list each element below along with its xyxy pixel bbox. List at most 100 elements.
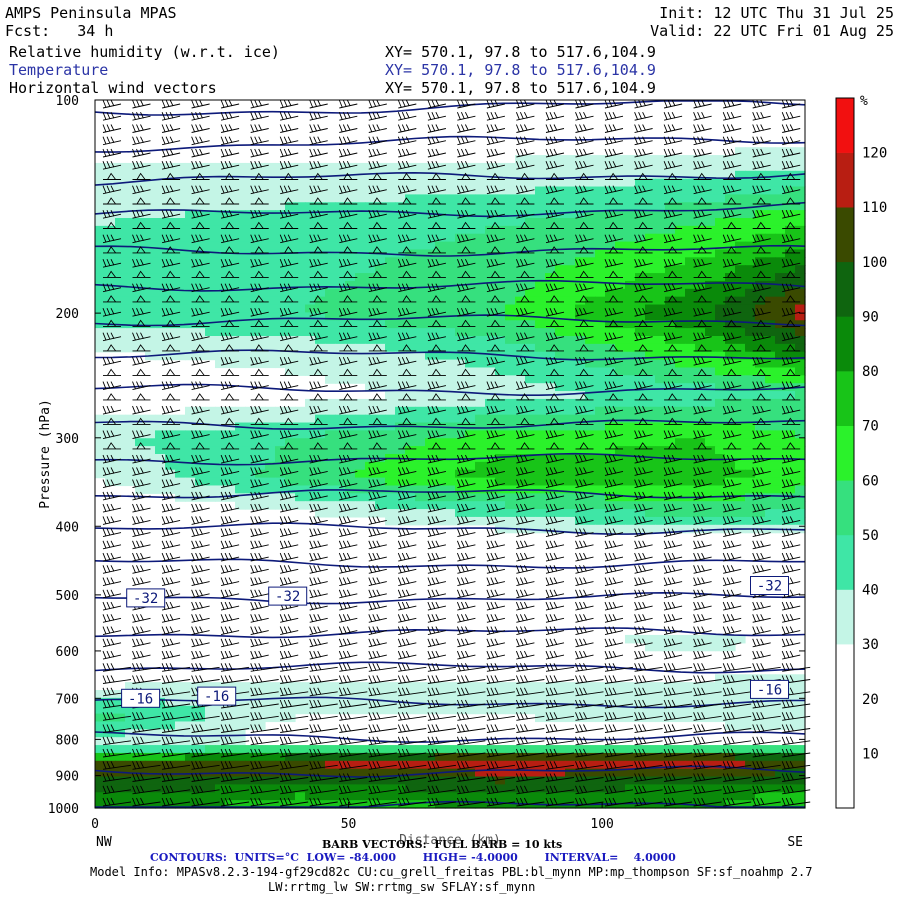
rh-cell [355,367,366,376]
rh-cell [395,485,406,494]
rh-cell [335,312,346,321]
wind-barb [309,308,328,317]
wind-barb [191,503,210,513]
rh-cell [175,162,186,172]
wind-barb [486,381,505,391]
rh-cell [765,162,776,172]
wind-barb [545,381,565,391]
wind-barb [604,148,624,158]
rh-cell [205,461,216,471]
rh-cell [255,414,266,424]
rh-cell [175,194,186,203]
rh-cell [225,713,236,723]
rh-cell [575,398,586,408]
rh-cell [215,713,226,723]
rh-cell [565,265,576,274]
rh-cell [185,296,196,306]
rh-cell [775,186,786,195]
rh-cell [515,249,526,258]
rh-cell [585,218,596,227]
rh-cell [225,430,236,439]
rh-cell [635,509,646,518]
wind-barb [781,210,801,219]
rh-cell [415,705,426,715]
rh-cell [795,257,806,266]
rh-cell [605,225,616,235]
rh-cell [575,446,586,455]
wind-barb [162,197,181,205]
rh-cell [295,705,306,715]
rh-cell [765,398,776,408]
wind-barb [220,540,240,550]
rh-cell [745,422,756,431]
wind-barb [427,405,446,415]
rh-cell [705,162,716,172]
wind-barb [161,161,181,170]
rh-cell [605,312,616,321]
rh-cell [355,202,366,211]
rh-cell [185,304,196,313]
rh-cell [695,485,706,494]
rh-cell [785,312,796,321]
rh-cell [415,162,426,172]
rh-cell [515,359,526,369]
rh-cell [615,218,626,227]
rh-cell [785,461,796,471]
wind-barb [250,234,269,244]
rh-cell [505,210,516,219]
rh-cell [565,241,576,251]
wind-barb [368,221,387,229]
wind-barb [132,99,151,109]
rh-cell [155,162,166,172]
wind-barb [515,516,535,525]
rh-cell [795,218,806,227]
rh-cell [235,257,246,266]
rh-cell [205,210,216,219]
wind-barb [397,136,417,146]
rh-cell [655,225,666,235]
rh-cell [785,697,796,707]
wind-barb [368,308,387,317]
rh-cell [735,454,746,463]
rh-cell [465,792,476,801]
rh-cell [445,225,456,235]
rh-cell [405,178,416,188]
rh-cell [535,343,546,353]
wind-barb [132,528,151,538]
rh-cell [265,170,276,180]
rh-cell [755,257,766,266]
rh-cell [295,296,306,306]
rh-cell [95,202,106,211]
rh-cell [105,745,116,754]
wind-barb [575,295,594,303]
rh-cell [375,178,386,188]
rh-cell [565,469,576,479]
rh-cell [275,225,286,235]
rh-cell [255,304,266,313]
rh-cell [655,524,666,534]
rh-cell [755,249,766,258]
rh-cell [155,249,166,258]
rh-cell [675,288,686,298]
rh-cell [655,768,666,778]
rh-cell [715,257,726,266]
rh-cell [185,202,196,211]
rh-cell [565,768,576,778]
rh-cell [435,461,446,471]
rh-cell [305,367,316,376]
rh-cell [245,202,256,211]
rh-cell [685,280,696,290]
rh-cell [195,784,206,793]
rh-cell [295,343,306,353]
rh-cell [745,383,756,392]
rh-cell [155,194,166,203]
rh-cell [275,265,286,274]
wind-barb [102,381,122,391]
wind-barb [575,357,594,366]
rh-cell [125,249,136,258]
rh-cell [605,265,616,274]
rh-cell [365,477,376,487]
rh-cell [735,760,746,770]
rh-cell [505,162,516,172]
rh-cell [665,375,676,384]
